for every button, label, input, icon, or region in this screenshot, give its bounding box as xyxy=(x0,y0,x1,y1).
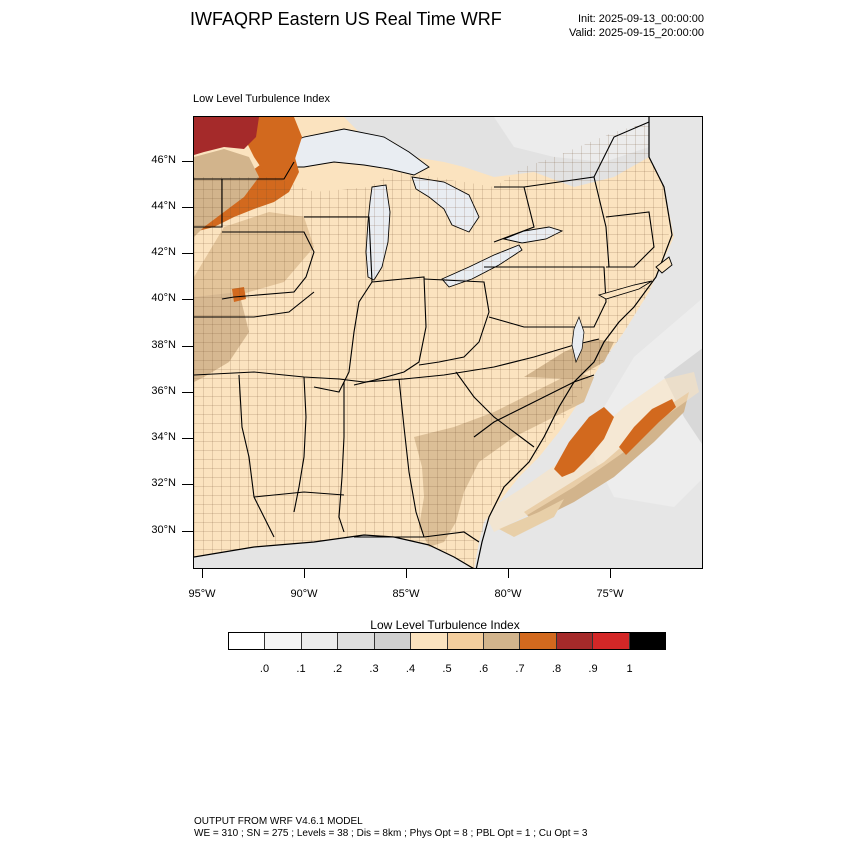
main-title: IWFAQRP Eastern US Real Time WRF xyxy=(190,9,502,29)
colorbar-segment xyxy=(411,633,448,649)
footer-config-line: WE = 310 ; SN = 275 ; Levels = 38 ; Dis … xyxy=(194,828,588,839)
lon-tick xyxy=(610,569,611,578)
lon-label-75: 75°W xyxy=(596,588,624,600)
coastline xyxy=(475,117,673,568)
colorbar-label: .9 xyxy=(588,663,598,675)
lon-label-80: 80°W xyxy=(494,588,522,600)
lat-label-42: 42°N xyxy=(151,246,176,258)
cape-cod xyxy=(655,256,673,274)
lon-label-85: 85°W xyxy=(392,588,420,600)
colorbar xyxy=(228,632,666,650)
lon-label-95: 95°W xyxy=(188,588,216,600)
lat-tick xyxy=(182,161,193,162)
colorbar-segment xyxy=(520,633,557,649)
colorbar-label: .4 xyxy=(405,663,416,675)
lat-tick xyxy=(182,346,193,347)
colorbar-segment xyxy=(483,633,521,649)
colorbar-label: 1 xyxy=(626,663,633,675)
turbulence-map xyxy=(194,117,702,568)
lat-tick xyxy=(182,299,193,300)
lat-label-46: 46°N xyxy=(151,154,176,166)
colorbar-label: .0 xyxy=(259,663,270,675)
colorbar-segment xyxy=(629,633,666,649)
lat-label-30: 30°N xyxy=(151,524,176,536)
valid-time: Valid: 2025-09-15_20:00:00 xyxy=(569,27,704,39)
offshore-orange-2 xyxy=(619,399,676,455)
map-subtitle: Low Level Turbulence Index xyxy=(193,93,330,105)
footer-model-line: OUTPUT FROM WRF V4.6.1 MODEL xyxy=(194,816,363,827)
long-island xyxy=(597,280,653,300)
lon-tick xyxy=(304,569,305,578)
map-panel xyxy=(193,116,703,569)
colorbar-segment xyxy=(265,633,302,649)
lat-tick xyxy=(182,484,193,485)
state-boundaries xyxy=(194,121,655,543)
colorbar-label: .3 xyxy=(369,663,379,675)
colorbar-label: .2 xyxy=(332,663,343,675)
colorbar-segment xyxy=(229,633,266,649)
lat-label-36: 36°N xyxy=(151,385,176,397)
chesapeake-bay xyxy=(571,316,585,364)
colorbar-segment xyxy=(447,633,484,649)
lon-label-90: 90°W xyxy=(290,588,318,600)
colorbar-label: .8 xyxy=(551,663,562,675)
northwest-dark-red xyxy=(194,117,259,155)
county-lines xyxy=(194,122,669,568)
lat-tick xyxy=(182,531,193,532)
init-time: Init: 2025-09-13_00:00:00 xyxy=(578,13,704,25)
colorbar-label: .7 xyxy=(515,663,525,675)
colorbar-segment xyxy=(374,633,412,649)
colorbar-segment xyxy=(556,633,594,649)
offshore-tan-2 xyxy=(499,499,564,537)
lon-tick xyxy=(406,569,407,578)
gulf-of-mexico xyxy=(194,535,471,568)
gulf-coastline xyxy=(194,534,474,568)
lat-label-34: 34°N xyxy=(151,431,176,443)
offshore-orange-1 xyxy=(554,407,614,477)
lat-tick xyxy=(182,253,193,254)
lat-tick xyxy=(182,438,193,439)
colorbar-label: .6 xyxy=(478,663,489,675)
colorbar-segment xyxy=(593,633,630,649)
lon-tick xyxy=(202,569,203,578)
colorbar-label: .5 xyxy=(442,663,452,675)
lat-label-32: 32°N xyxy=(151,477,176,489)
colorbar-segment xyxy=(338,633,375,649)
lat-tick xyxy=(182,392,193,393)
lat-label-38: 38°N xyxy=(151,339,176,351)
colorbar-label: .1 xyxy=(296,663,306,675)
lat-tick xyxy=(182,207,193,208)
colorbar-segment xyxy=(301,633,339,649)
lat-label-44: 44°N xyxy=(151,200,176,212)
colorbar-title: Low Level Turbulence Index xyxy=(370,618,520,632)
lat-label-40: 40°N xyxy=(151,292,176,304)
lon-tick xyxy=(508,569,509,578)
